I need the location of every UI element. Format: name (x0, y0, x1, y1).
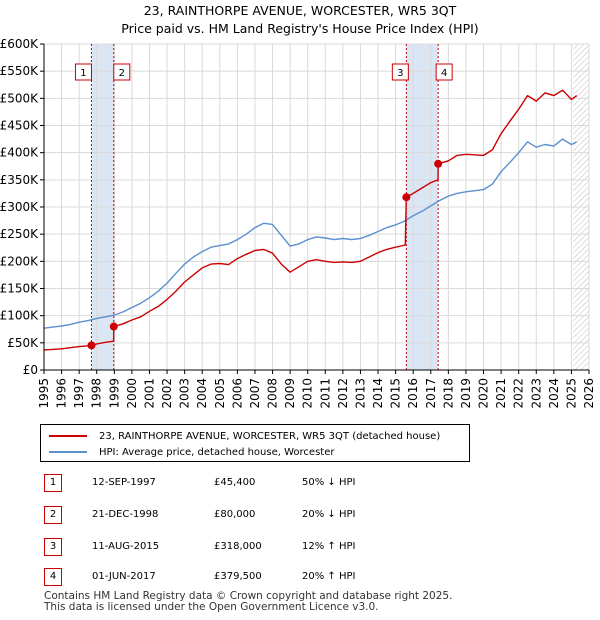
x-tick-label: 2008 (266, 378, 280, 409)
y-tick-label: £200K (0, 254, 39, 268)
transaction-hpi: 12% ↑ HPI (302, 541, 356, 552)
transaction-hpi: 50% ↓ HPI (302, 477, 356, 488)
x-tick-label: 2025 (564, 378, 578, 409)
x-tick-label: 2022 (512, 378, 526, 409)
x-tick-label: 2020 (477, 378, 491, 409)
x-tick-label: 2019 (459, 378, 473, 409)
legend-item-hpi: HPI: Average price, detached house, Worc… (49, 444, 334, 460)
footer-licence: This data is licensed under the Open Gov… (44, 601, 379, 613)
x-tick-label: 2023 (529, 378, 543, 409)
x-tick-label: 2007 (248, 378, 262, 409)
transaction-number: 4 (44, 568, 62, 586)
x-tick-label: 2005 (213, 378, 227, 409)
y-tick-label: £350K (0, 173, 39, 187)
transaction-number: 2 (44, 506, 62, 524)
transaction-number: 3 (44, 538, 62, 556)
x-tick-label: 1997 (72, 378, 86, 409)
x-tick-label: 1996 (55, 378, 69, 409)
x-tick-label: 2003 (178, 378, 192, 409)
transaction-price: £318,000 (214, 541, 262, 552)
y-tick-label: £150K (0, 282, 39, 296)
x-tick-label: 2013 (353, 378, 367, 409)
legend-hpi-label: HPI: Average price, detached house, Worc… (99, 446, 335, 458)
hpi-line (43, 138, 578, 329)
x-tick-label: 2006 (230, 378, 244, 409)
legend-hpi-line (49, 451, 87, 453)
x-tick-label: 2016 (406, 378, 420, 409)
sale-marker-1 (87, 341, 96, 350)
y-tick-label: £300K (0, 200, 39, 214)
y-tick-label: £0 (23, 363, 38, 377)
transaction-hpi: 20% ↓ HPI (302, 509, 356, 520)
x-tick-label: 1995 (37, 378, 51, 409)
footer: Contains HM Land Registry data © Crown c… (44, 591, 452, 613)
x-tick-label: 2011 (318, 378, 332, 409)
sale-box-label-3: 3 (397, 68, 403, 79)
y-tick-label: £400K (0, 146, 39, 160)
price-chart: 1 2 3 4 £0 £50K £100K £150K £200K £250K £300K £350… (0, 37, 596, 409)
sale-marker-2 (109, 322, 118, 331)
transaction-number: 1 (44, 474, 62, 492)
x-tick-label: 2002 (160, 378, 174, 409)
sale-box-label-2: 2 (119, 68, 125, 79)
x-tick-label: 2024 (547, 378, 561, 409)
x-tick-label: 2009 (283, 378, 297, 409)
footer-copyright: Contains HM Land Registry data © Crown c… (44, 590, 453, 602)
chart-title: 23, RAINTHORPE AVENUE, WORCESTER, WR5 3Q… (143, 3, 457, 18)
y-tick-label: £600K (0, 37, 39, 51)
chart-subtitle: Price paid vs. HM Land Registry's House … (121, 21, 479, 36)
transaction-price: £45,400 (214, 477, 256, 488)
legend-price-label: 23, RAINTHORPE AVENUE, WORCESTER, WR5 3Q… (99, 430, 441, 442)
chart-legend: 23, RAINTHORPE AVENUE, WORCESTER, WR5 3Q… (40, 424, 470, 462)
x-tick-label: 2018 (441, 378, 455, 409)
transaction-date: 21-DEC-1998 (92, 509, 159, 520)
legend-item-price: 23, RAINTHORPE AVENUE, WORCESTER, WR5 3Q… (49, 428, 440, 444)
sale-box-2 (113, 63, 131, 81)
y-tick-label: £550K (0, 64, 39, 78)
sale-box-3 (391, 63, 409, 81)
price-paid-line (43, 89, 578, 351)
y-tick-label: £500K (0, 91, 39, 105)
x-tick-label: 2012 (336, 378, 350, 409)
sale-marker-4 (434, 159, 443, 168)
transaction-price: £379,500 (214, 571, 262, 582)
sale-box-label-1: 1 (80, 68, 86, 79)
x-tick-label: 1999 (107, 378, 121, 409)
y-tick-label: £250K (0, 227, 39, 241)
y-tick-label: £100K (0, 309, 39, 323)
x-tick-label: 2015 (389, 378, 403, 409)
x-tick-label: 2001 (142, 378, 156, 409)
x-tick-label: 2000 (125, 378, 139, 409)
transaction-date: 11-AUG-2015 (92, 541, 160, 552)
sale-box-1 (74, 63, 92, 81)
transaction-date: 01-JUN-2017 (92, 571, 156, 582)
x-tick-label: 1998 (90, 378, 104, 409)
legend-price-line (49, 435, 87, 437)
x-tick-label: 2004 (195, 378, 209, 409)
y-tick-label: £50K (7, 336, 39, 350)
transaction-price: £80,000 (214, 509, 256, 520)
x-tick-label: 2021 (494, 378, 508, 409)
transaction-hpi: 20% ↑ HPI (302, 571, 356, 582)
x-tick-label: 2026 (582, 378, 596, 409)
x-tick-label: 2014 (371, 378, 385, 409)
y-tick-label: £450K (0, 119, 39, 133)
x-tick-label: 2017 (424, 378, 438, 409)
sale-marker-3 (402, 193, 411, 202)
sale-box-4 (435, 63, 453, 81)
sale-box-label-4: 4 (441, 68, 447, 79)
x-tick-label: 2010 (301, 378, 315, 409)
transaction-date: 12-SEP-1997 (92, 477, 156, 488)
